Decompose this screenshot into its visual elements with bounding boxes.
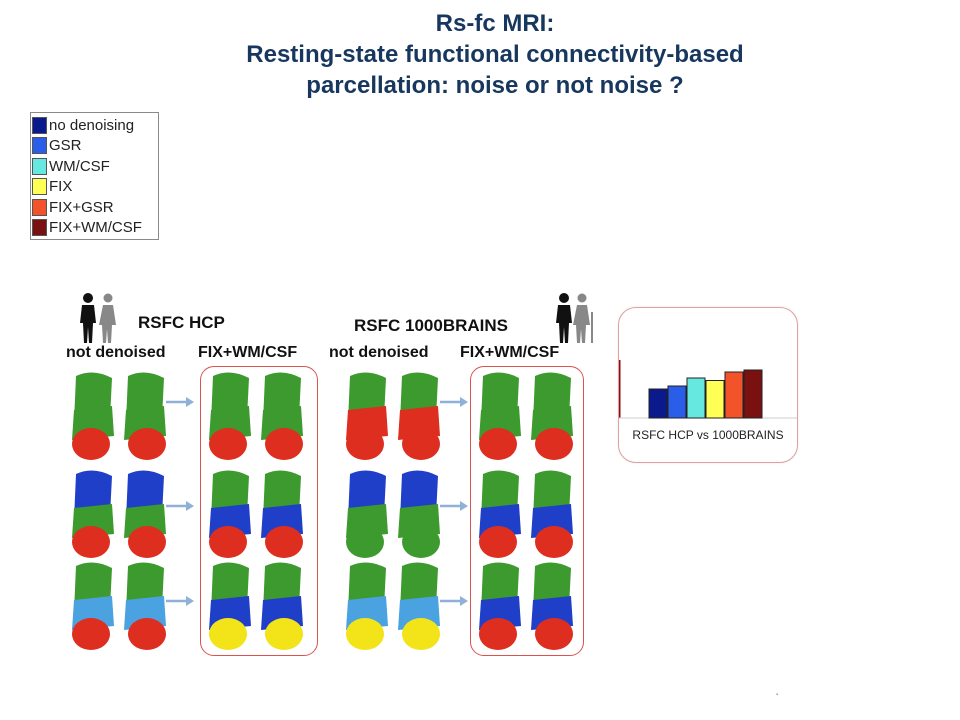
brain-region-bottom: [72, 526, 110, 558]
brain-region-bottom: [128, 618, 166, 650]
legend-item: GSR: [32, 136, 158, 157]
legend-label: no denoising: [49, 116, 135, 134]
brain-region-bottom: [265, 618, 303, 650]
similarity-bar: [648, 388, 668, 419]
parcellation-figure: RSFC HCP RSFC 1000BRAINS not denoised FI…: [58, 288, 598, 666]
brain-region-bottom: [479, 428, 517, 460]
brain-rendering: [72, 562, 166, 650]
legend-swatch: [32, 198, 47, 216]
legend-item: FIX+GSR: [32, 197, 158, 218]
brain-region-bottom: [402, 526, 440, 558]
person-pair-icon: [80, 293, 116, 343]
column-header-1000brains-raw: not denoised: [329, 344, 429, 361]
legend: no denoising GSR WM/CSF FIX FIX+GSR FIX+…: [30, 112, 159, 240]
brain-region-bottom: [72, 428, 110, 460]
arrow-icon: [440, 397, 468, 407]
footer-mark: ▪: [776, 692, 779, 698]
brain-rendering: [346, 372, 440, 460]
brain-region-bottom: [346, 618, 384, 650]
slide-title: Rs-fc MRI: Resting-state functional conn…: [140, 8, 850, 101]
brain-rendering: [209, 562, 303, 650]
legend-label: FIX+WM/CSF: [49, 219, 142, 237]
brain-region-bottom: [535, 526, 573, 558]
brain-region-bottom: [402, 428, 440, 460]
legend-swatch: [32, 137, 47, 155]
legend-label: FIX+GSR: [49, 198, 114, 216]
brain-rendering: [346, 562, 440, 650]
legend-label: WM/CSF: [49, 157, 110, 175]
title-line-3: parcellation: noise or not noise ?: [306, 72, 684, 99]
brain-region-bottom: [346, 428, 384, 460]
brain-region-bottom: [535, 618, 573, 650]
brain-region-bottom: [479, 526, 517, 558]
column-header-1000brains-denoised: FIX+WM/CSF: [460, 344, 560, 361]
brain-region-bottom: [209, 618, 247, 650]
legend-swatch: [32, 178, 47, 196]
hcp-title: RSFC HCP: [138, 313, 225, 332]
legend-item: WM/CSF: [32, 156, 158, 177]
elderly-pair-icon: [556, 293, 593, 343]
brain-rendering: [209, 372, 303, 460]
brain-rendering: [479, 562, 573, 650]
brain-region-bottom: [479, 618, 517, 650]
title-line-1: Rs-fc MRI:: [435, 10, 555, 37]
arrow-icon: [440, 596, 468, 606]
column-header-hcp-denoised: FIX+WM/CSF: [198, 344, 298, 361]
brain-region-bottom: [128, 428, 166, 460]
similarity-bar: [667, 385, 687, 419]
similarity-bar: [743, 369, 763, 419]
brain-rendering: [72, 372, 166, 460]
arrow-icon: [440, 501, 468, 511]
similarity-bar: [724, 371, 744, 419]
brain-region-bottom: [265, 526, 303, 558]
legend-label: FIX: [49, 178, 73, 196]
legend-item: FIX: [32, 177, 158, 198]
similarity-bar-chart: [617, 360, 797, 419]
legend-label: GSR: [49, 137, 82, 155]
arrow-icon: [166, 596, 194, 606]
legend-swatch: [32, 116, 47, 134]
brain-region-bottom: [128, 526, 166, 558]
highlight-frame-hcp: [200, 366, 318, 656]
brain-region-bottom: [346, 526, 384, 558]
legend-item: FIX+WM/CSF: [32, 218, 158, 239]
column-header-hcp-raw: not denoised: [66, 344, 166, 361]
similarity-inset: RSFC HCP vs 1000BRAINS: [617, 307, 798, 463]
brain-region-bottom: [72, 618, 110, 650]
legend-swatch: [32, 157, 47, 175]
brain-rendering: [346, 470, 440, 558]
legend-swatch: [32, 219, 47, 237]
highlight-frame-1000brains: [470, 366, 584, 656]
similarity-bar: [705, 380, 725, 419]
brain-region-bottom: [265, 428, 303, 460]
legend-item: no denoising: [32, 115, 158, 136]
similarity-bar: [686, 377, 706, 419]
arrow-icon: [166, 501, 194, 511]
inset-label: RSFC HCP vs 1000BRAINS: [632, 428, 784, 442]
brain-rendering: [479, 372, 573, 460]
title-line-2: Resting-state functional connectivity-ba…: [246, 41, 744, 68]
brain-rendering: [72, 470, 166, 558]
brain-region-bottom: [402, 618, 440, 650]
brain-rendering: [479, 470, 573, 558]
brain-region-bottom: [209, 526, 247, 558]
arrow-icon: [166, 397, 194, 407]
brain-region-bottom: [535, 428, 573, 460]
brain-rendering: [209, 470, 303, 558]
brain-region-bottom: [209, 428, 247, 460]
brains-title: RSFC 1000BRAINS: [354, 316, 508, 335]
